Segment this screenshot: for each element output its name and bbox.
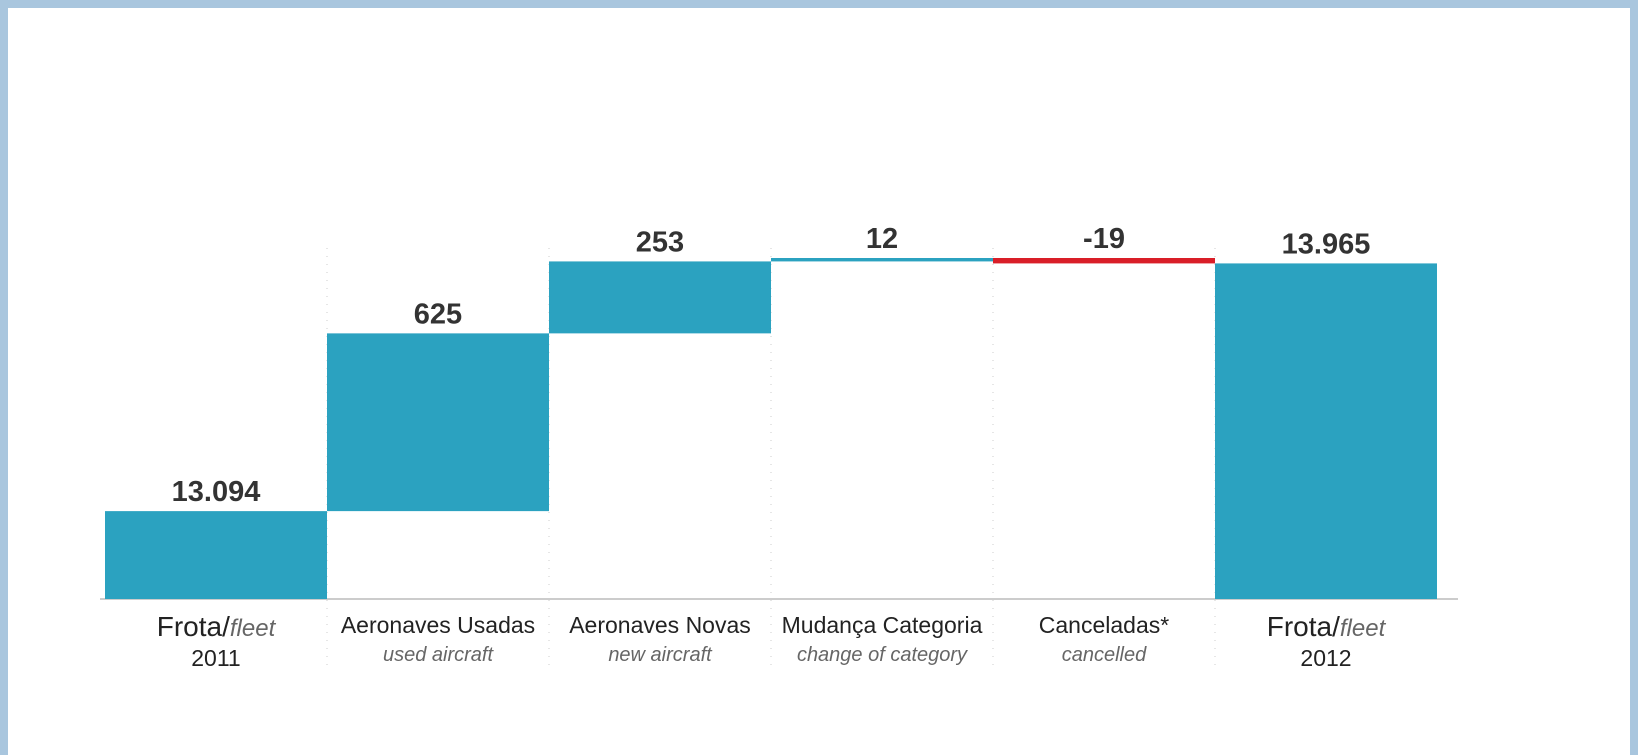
bar-3 (549, 261, 771, 334)
data-label-2: 625 (414, 298, 462, 330)
category-sublabel-2: used aircraft (383, 644, 494, 666)
bar-4 (771, 258, 993, 262)
category-label-3: Aeronaves Novas (569, 612, 751, 638)
category-year-1: 2011 (191, 645, 240, 671)
bar-1 (105, 511, 327, 599)
data-label-1: 13.094 (172, 476, 261, 508)
data-label-4: 12 (866, 223, 898, 255)
category-year-6: 2012 (1300, 645, 1351, 671)
category-sublabel-3: new aircraft (608, 644, 713, 666)
data-label-6: 13.965 (1282, 228, 1371, 260)
bar-6 (1215, 263, 1437, 599)
category-sublabel-4: change of category (797, 644, 968, 666)
waterfall-chart: 13.094 Frota/fleet 2011 625 Aeronaves Usadas… (100, 223, 1458, 671)
category-sublabel-5: cancelled (1062, 644, 1147, 666)
category-label-2: Aeronaves Usadas (341, 612, 535, 638)
chart-frame: 13.094 Frota/fleet 2011 625 Aeronaves Usadas… (8, 8, 1630, 755)
category-label-1: Frota/fleet (157, 611, 277, 642)
category-label-4: Mudança Categoria (782, 612, 983, 638)
data-label-3: 253 (636, 226, 684, 258)
category-label-5: Canceladas* (1039, 612, 1169, 638)
category-label-6: Frota/fleet (1267, 611, 1387, 642)
bar-5 (993, 258, 1215, 264)
bar-2 (327, 333, 549, 512)
data-label-5: -19 (1083, 223, 1125, 255)
